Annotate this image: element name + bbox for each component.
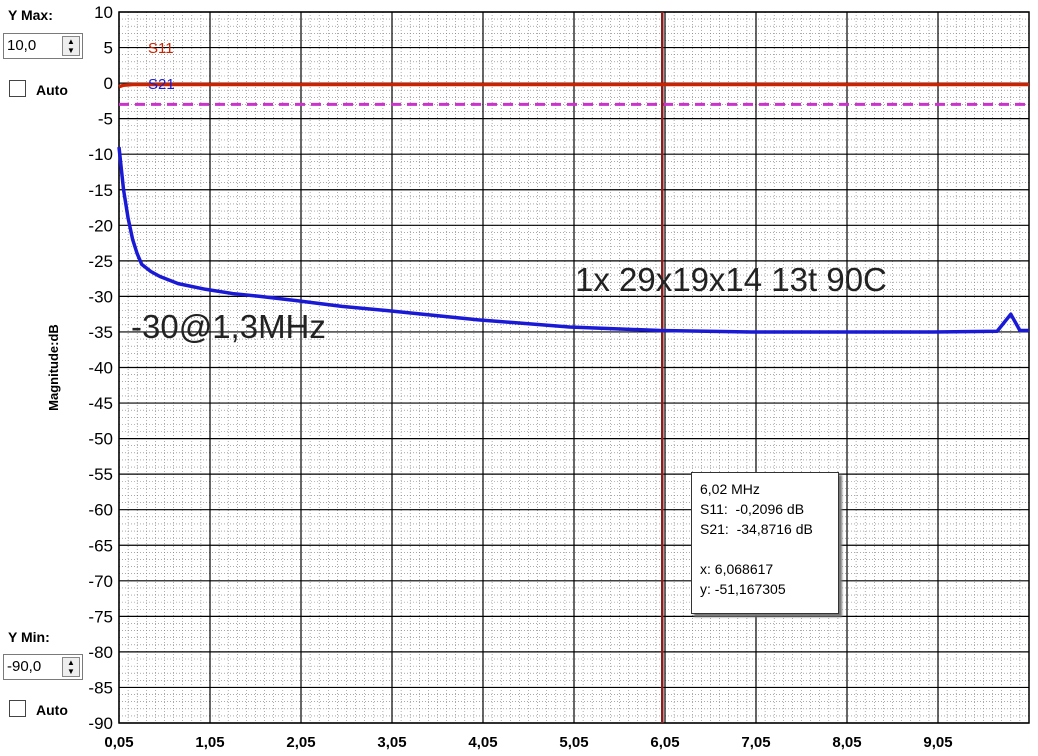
tooltip-x: x: 6,068617	[700, 561, 774, 577]
series-label-s11: S11	[148, 40, 174, 57]
y-tick-label: -35	[88, 323, 113, 342]
y-tick-label: -25	[88, 252, 113, 271]
ymax-label: Y Max:	[8, 7, 53, 23]
x-tick-label: 6,05	[650, 734, 679, 751]
ymax-stepper-buttons[interactable]: ▲ ▼	[62, 36, 80, 56]
annotation-point: -30@1,3MHz	[131, 308, 326, 345]
plot-frame	[118, 11, 1030, 724]
tooltip-frequency: 6,02 MHz	[700, 481, 760, 497]
y-tick-label: 10	[94, 3, 113, 22]
annotation-title: 1x 29x19x14 13t 90C	[575, 261, 887, 298]
y-tick-label: -5	[98, 110, 113, 129]
ymin-label: Y Min:	[8, 629, 50, 645]
y-tick-label: -15	[88, 181, 113, 200]
x-tick-label: 0,05	[104, 734, 133, 751]
x-tick-label: 1,05	[195, 734, 224, 751]
tooltip-s21: S21: -34,8716 dB	[700, 521, 813, 537]
y-tick-label: -30	[88, 287, 113, 306]
y-tick-label: -50	[88, 430, 113, 449]
y-tick-label: -70	[88, 572, 113, 591]
chevron-up-icon[interactable]: ▲	[67, 658, 75, 667]
y-tick-label: -90	[88, 714, 113, 733]
tooltip-y: y: -51,167305	[700, 581, 786, 597]
series-label-s21: S21	[148, 76, 175, 93]
y-axis-label: Magnitude:dB	[46, 324, 61, 411]
y-tick-label: -45	[88, 394, 113, 413]
chevron-down-icon[interactable]: ▼	[67, 667, 75, 676]
y-tick-label: -40	[88, 359, 113, 378]
ymax-spinner[interactable]: 10,0 ▲ ▼	[3, 33, 83, 59]
ymin-value[interactable]: -90,0	[7, 658, 42, 675]
tooltip-spacer	[700, 539, 830, 559]
y-tick-label: -20	[88, 216, 113, 235]
x-tick-label: 3,05	[377, 734, 406, 751]
chevron-up-icon[interactable]: ▲	[67, 37, 75, 46]
x-tick-label: 2,05	[286, 734, 315, 751]
x-tick-label: 5,05	[559, 734, 588, 751]
tooltip-s11: S11: -0,2096 dB	[700, 501, 805, 517]
y-tick-label: -60	[88, 501, 113, 520]
y-tick-label: -85	[88, 678, 113, 697]
ymax-value[interactable]: 10,0	[7, 37, 37, 54]
ymin-stepper-buttons[interactable]: ▲ ▼	[62, 657, 80, 677]
series-line-s11	[118, 82, 1029, 89]
ymin-spinner[interactable]: -90,0 ▲ ▼	[3, 654, 83, 680]
ymax-auto-label: Auto	[36, 82, 68, 98]
marker-readout-tooltip: 6,02 MHz S11: -0,2096 dB S21: -34,8716 d…	[691, 472, 839, 614]
x-tick-label: 4,05	[468, 734, 497, 751]
y-tick-label: 5	[104, 39, 113, 58]
ymin-auto-label: Auto	[36, 702, 68, 718]
x-tick-label: 9,05	[923, 734, 952, 751]
chevron-down-icon[interactable]: ▼	[67, 46, 75, 55]
y-tick-label: -80	[88, 643, 113, 662]
y-tick-label: -55	[88, 465, 113, 484]
y-tick-label: -75	[88, 607, 113, 626]
ymin-auto-checkbox[interactable]	[9, 700, 26, 717]
ymax-auto-checkbox[interactable]	[9, 80, 26, 97]
x-tick-label: 8,05	[832, 734, 861, 751]
series-line-s21	[117, 146, 1029, 334]
x-tick-label: 7,05	[741, 734, 770, 751]
y-tick-label: 0	[104, 74, 113, 93]
y-tick-label: -10	[88, 145, 113, 164]
y-tick-label: -65	[88, 536, 113, 555]
